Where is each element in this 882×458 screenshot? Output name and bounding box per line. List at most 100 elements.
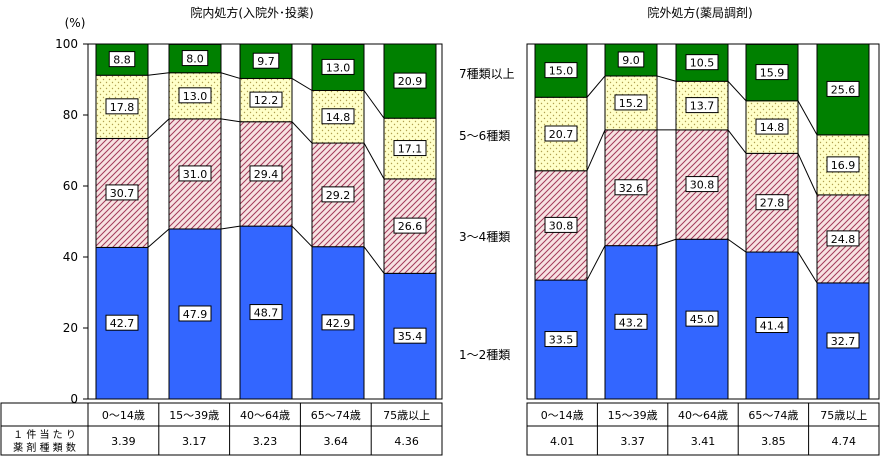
data-label-box xyxy=(252,52,280,69)
legend-item-5to6: 5～6種類 xyxy=(459,129,510,143)
bar-segment xyxy=(604,245,658,400)
data-label-box xyxy=(249,304,283,321)
series-connector-line xyxy=(586,129,606,171)
table-frame xyxy=(526,402,880,456)
series-connector-line xyxy=(220,118,241,123)
data-label: 13.0 xyxy=(326,61,351,74)
series-connector-line xyxy=(291,121,313,144)
series-connector-line xyxy=(797,100,818,136)
data-label: 8.0 xyxy=(186,53,204,66)
legend-item-3to4: 3～4種類 xyxy=(459,230,510,244)
data-label-box xyxy=(105,98,139,115)
series-connector-line xyxy=(797,251,818,284)
series-connector-line xyxy=(147,228,170,248)
series-connector-line xyxy=(727,80,747,102)
data-label: 10.5 xyxy=(690,57,715,70)
data-label-box xyxy=(393,217,427,234)
data-label: 47.9 xyxy=(183,308,208,321)
series-connector-line xyxy=(586,75,606,98)
data-label-box xyxy=(178,165,212,182)
data-label-box xyxy=(393,327,427,344)
table-row-label: 薬 剤 種 類 数 xyxy=(13,441,76,454)
data-label: 9.0 xyxy=(622,54,640,67)
series-connector-line xyxy=(363,142,385,180)
y-tick-label: 40 xyxy=(63,250,78,264)
data-label-box xyxy=(108,51,136,68)
series-connector-line xyxy=(656,75,677,82)
category-label: 40～64歳 xyxy=(240,409,290,422)
series-connector-line xyxy=(220,225,241,230)
data-label-box xyxy=(544,331,578,348)
y-tick-label: 20 xyxy=(63,321,78,335)
data-label-box xyxy=(826,230,860,247)
data-label-box xyxy=(826,156,860,173)
data-label: 13.0 xyxy=(183,90,208,103)
table-value: 3.39 xyxy=(111,435,136,448)
y-tick-label: 100 xyxy=(55,37,78,51)
data-label: 30.8 xyxy=(549,219,574,232)
series-connector-line xyxy=(291,225,313,248)
category-label: 65～74歳 xyxy=(748,409,798,422)
y-tick-label: 80 xyxy=(63,108,78,122)
data-label: 48.7 xyxy=(254,307,279,320)
data-label-box xyxy=(544,125,578,142)
series-connector-line xyxy=(586,245,606,281)
series-connector-line xyxy=(727,238,747,253)
y-tick-label: 0 xyxy=(70,392,78,406)
category-label: 65～74歳 xyxy=(311,409,361,422)
series-connector-line xyxy=(363,90,385,119)
data-label: 13.7 xyxy=(690,100,715,113)
series-connector-line xyxy=(363,246,385,274)
data-label: 41.4 xyxy=(760,320,785,333)
data-label-box xyxy=(826,332,860,349)
data-label: 32.6 xyxy=(619,182,644,195)
left-y-ticks: 0 20 40 60 80 100 xyxy=(55,37,88,406)
series-connector-line xyxy=(147,118,170,139)
data-label-box xyxy=(685,310,719,327)
data-label: 26.6 xyxy=(398,220,423,233)
left-data-table: １ 件 当 た り薬 剤 種 類 数 0～14歳 3.39 15～39歳 3.17 40～… xyxy=(0,402,443,456)
legend-item-7plus: 7種類以上 xyxy=(459,67,515,81)
data-label: 14.8 xyxy=(760,121,785,134)
data-label-box xyxy=(685,54,719,71)
table-row-label: １ 件 当 た り xyxy=(13,428,76,441)
category-label: 75歳以上 xyxy=(820,409,867,422)
data-label-box xyxy=(321,108,355,125)
category-label: 40～64歳 xyxy=(678,409,728,422)
data-label-box xyxy=(105,314,139,331)
series-connector-line xyxy=(291,78,313,91)
data-label-box xyxy=(178,87,212,104)
table-value: 3.23 xyxy=(253,435,278,448)
data-label-box xyxy=(181,50,209,67)
data-label: 24.8 xyxy=(831,233,856,246)
left-chart-title: 院内処方(入院外･投薬) xyxy=(190,5,313,20)
series-connector-line xyxy=(220,72,241,79)
category-label: 75歳以上 xyxy=(383,409,430,422)
series-connector-line xyxy=(797,153,818,196)
data-label-box xyxy=(755,118,789,135)
legend: 7種類以上 5～6種類 3～4種類 1～2種類 xyxy=(459,67,515,362)
data-label: 17.1 xyxy=(398,143,423,156)
data-label: 30.8 xyxy=(690,179,715,192)
data-label: 16.9 xyxy=(831,159,856,172)
data-label-box xyxy=(321,186,355,203)
data-label: 32.7 xyxy=(831,335,856,348)
data-label: 20.9 xyxy=(398,75,423,88)
table-value: 3.37 xyxy=(620,435,645,448)
series-connector-line xyxy=(147,72,170,76)
data-label-box xyxy=(393,72,427,89)
data-label: 17.8 xyxy=(110,101,135,114)
series-connector-line xyxy=(656,238,677,247)
category-label: 0～14歳 xyxy=(102,409,145,422)
data-label: 29.4 xyxy=(254,168,279,181)
table-value: 3.41 xyxy=(691,435,716,448)
data-label-box xyxy=(685,97,719,114)
data-label: 33.5 xyxy=(549,334,574,347)
data-label-box xyxy=(617,51,645,68)
data-label-box xyxy=(321,314,355,331)
data-label: 15.2 xyxy=(619,97,644,110)
data-label-box xyxy=(614,313,648,330)
data-label-box xyxy=(544,216,578,233)
left-bars: 42.7 30.7 17.8 8.8 47.9 31.0 13.0 8.0 48.7 29.4 12… xyxy=(95,43,437,400)
